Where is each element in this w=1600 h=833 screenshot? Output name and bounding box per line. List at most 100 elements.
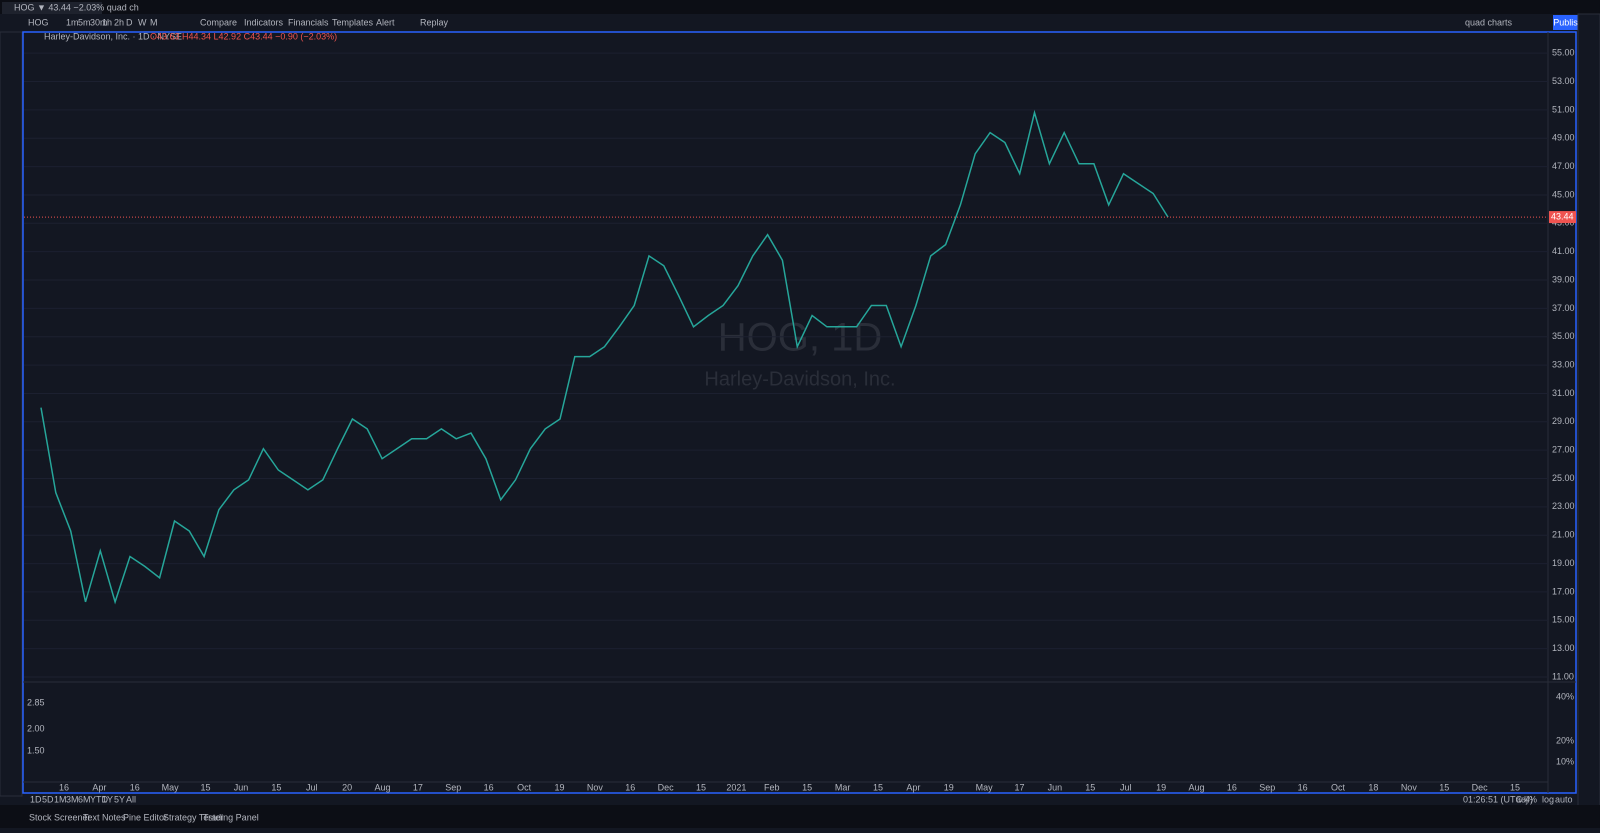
y-tick-label: 25.00 [1552, 473, 1575, 483]
chart-title: Harley-Davidson, Inc. · 1D · NYSE [44, 31, 182, 41]
x-tick-label: 15 [1085, 782, 1095, 792]
interval[interactable]: M [150, 17, 158, 27]
toolbar [0, 14, 1600, 32]
y-tick-label: 53.00 [1552, 76, 1575, 86]
x-tick-label: 18 [1368, 782, 1378, 792]
scale-option[interactable]: log [1542, 794, 1554, 804]
interval[interactable]: 2h [114, 17, 124, 27]
y-tick-label: 47.00 [1552, 161, 1575, 171]
x-tick-label: Feb [764, 782, 780, 792]
watermark-name: Harley-Davidson, Inc. [704, 368, 895, 390]
volume-pct-label: 20% [1556, 735, 1574, 745]
x-tick-label: 16 [1227, 782, 1237, 792]
x-tick-label: 2021 [726, 782, 746, 792]
panel-tab[interactable]: Trading Panel [203, 812, 259, 822]
x-tick-label: 19 [554, 782, 564, 792]
x-tick-label: 15 [271, 782, 281, 792]
toolbar-button[interactable]: Alert [376, 17, 395, 27]
range-button[interactable]: 6M [78, 794, 91, 804]
tab-title: HOG ▼ 43.44 −2.03% quad ch [14, 2, 139, 12]
x-tick-label: 15 [696, 782, 706, 792]
x-tick-label: 15 [1510, 782, 1520, 792]
x-tick-label: Apr [92, 782, 106, 792]
range-button[interactable]: 5Y [114, 794, 125, 804]
interval[interactable]: 5m [78, 17, 91, 27]
last-price: 43.44 [1551, 211, 1574, 221]
toolbar-button[interactable]: Financials [288, 17, 329, 27]
x-tick-label: 20 [342, 782, 352, 792]
ohlc: O43.63 H44.34 L42.92 C43.44 −0.90 (−2.03… [150, 31, 337, 41]
y-tick-label: 49.00 [1552, 133, 1575, 143]
interval[interactable]: 30m [90, 17, 108, 27]
x-tick-label: Mar [835, 782, 851, 792]
volume-label: 2.85 [27, 697, 45, 707]
chart-frame [22, 31, 1577, 794]
x-tick-label: 15 [201, 782, 211, 792]
x-tick-label: Jun [234, 782, 249, 792]
layout-name[interactable]: quad charts [1465, 17, 1513, 27]
y-tick-label: 37.00 [1552, 303, 1575, 313]
x-tick-label: May [976, 782, 994, 792]
range-button[interactable]: 5D [42, 794, 54, 804]
interval[interactable]: D [126, 17, 133, 27]
y-tick-label: 23.00 [1552, 501, 1575, 511]
range-button[interactable]: YTD [90, 794, 109, 804]
x-tick-label: Dec [658, 782, 675, 792]
range-button[interactable]: All [126, 794, 136, 804]
x-tick-label: Jul [1120, 782, 1132, 792]
last-price-tag [1549, 211, 1576, 224]
panel-tab[interactable]: Text Notes [83, 812, 126, 822]
toolbar-button[interactable]: Replay [420, 17, 449, 27]
publish[interactable]: Publish [1553, 17, 1583, 27]
interval[interactable]: 1h [102, 17, 112, 27]
x-tick-label: 16 [484, 782, 494, 792]
y-tick-label: 27.00 [1552, 445, 1575, 455]
x-tick-label: 16 [130, 782, 140, 792]
y-tick-label: 13.00 [1552, 643, 1575, 653]
interval[interactable]: W [138, 17, 147, 27]
range-button[interactable]: 1M [54, 794, 67, 804]
publish-button[interactable] [1553, 15, 1583, 30]
range-button[interactable]: 3M [66, 794, 79, 804]
range-button[interactable]: 1Y [102, 794, 113, 804]
x-tick-label: Sep [1259, 782, 1275, 792]
y-tick-label: 11.00 [1552, 671, 1574, 681]
bottom-panel [0, 805, 1600, 828]
scale-option[interactable]: % [1529, 794, 1537, 804]
x-tick-label: 16 [59, 782, 69, 792]
y-tick-label: 21.00 [1552, 530, 1575, 540]
x-tick-label: Aug [375, 782, 391, 792]
range-button[interactable]: 1D [30, 794, 42, 804]
scale-option[interactable]: auto [1555, 794, 1573, 804]
right-sidebar [1577, 13, 1600, 815]
x-tick-label: 19 [1156, 782, 1166, 792]
symbol[interactable]: HOG [28, 17, 49, 27]
x-tick-label: Aug [1188, 782, 1204, 792]
scale-option[interactable]: adj [1516, 794, 1528, 804]
y-tick-label: 55.00 [1552, 48, 1575, 58]
x-tick-label: 16 [1298, 782, 1308, 792]
y-tick-label: 51.00 [1552, 104, 1575, 114]
y-tick-label: 15.00 [1552, 615, 1575, 625]
x-tick-label: Nov [587, 782, 604, 792]
y-tick-label: 29.00 [1552, 416, 1575, 426]
panel-tab[interactable]: Stock Screener [29, 812, 91, 822]
interval[interactable]: 1m [66, 17, 79, 27]
x-tick-label: 16 [625, 782, 635, 792]
price-line [40, 109, 1169, 605]
toolbar-button[interactable]: Templates [332, 17, 374, 27]
panel-tab[interactable]: Strategy Tester [163, 812, 223, 822]
x-tick-label: 17 [413, 782, 423, 792]
panel-tab[interactable]: Pine Editor [123, 812, 167, 822]
tab[interactable] [2, 2, 102, 14]
volume-label: 2.00 [27, 723, 45, 733]
toolbar-button[interactable]: Indicators [244, 17, 284, 27]
volume-pct-label: 10% [1556, 756, 1574, 766]
x-tick-label: Apr [906, 782, 920, 792]
x-tick-label: 19 [944, 782, 954, 792]
left-sidebar [0, 31, 23, 797]
toolbar-button[interactable]: Compare [200, 17, 237, 27]
y-tick-label: 39.00 [1552, 274, 1575, 284]
